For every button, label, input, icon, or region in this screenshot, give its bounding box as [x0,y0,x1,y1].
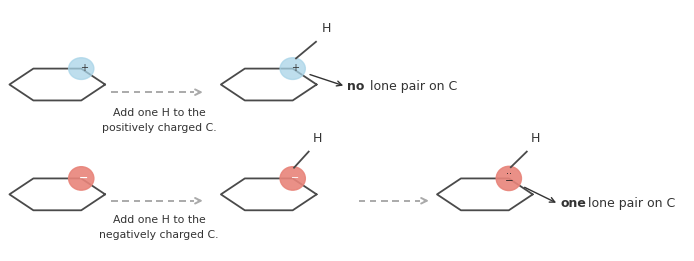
Text: H: H [321,22,330,35]
Text: H: H [531,132,540,145]
Ellipse shape [69,167,94,190]
Text: −: − [505,176,513,186]
Text: lone pair on C: lone pair on C [366,80,457,93]
Text: H: H [313,132,322,145]
Ellipse shape [280,167,305,190]
Ellipse shape [496,166,521,191]
Text: +: + [291,63,298,73]
Text: lone pair on C: lone pair on C [584,198,675,210]
Text: ··: ·· [506,169,511,179]
Text: Add one H to the
negatively charged C.: Add one H to the negatively charged C. [99,215,219,240]
Text: −: − [78,173,88,183]
Text: Add one H to the
positively charged C.: Add one H to the positively charged C. [102,108,217,133]
Text: +: + [80,63,88,73]
Ellipse shape [280,58,305,79]
Text: no: no [347,80,364,93]
Text: one: one [560,198,586,210]
Text: −: − [291,173,298,183]
Ellipse shape [69,58,94,79]
